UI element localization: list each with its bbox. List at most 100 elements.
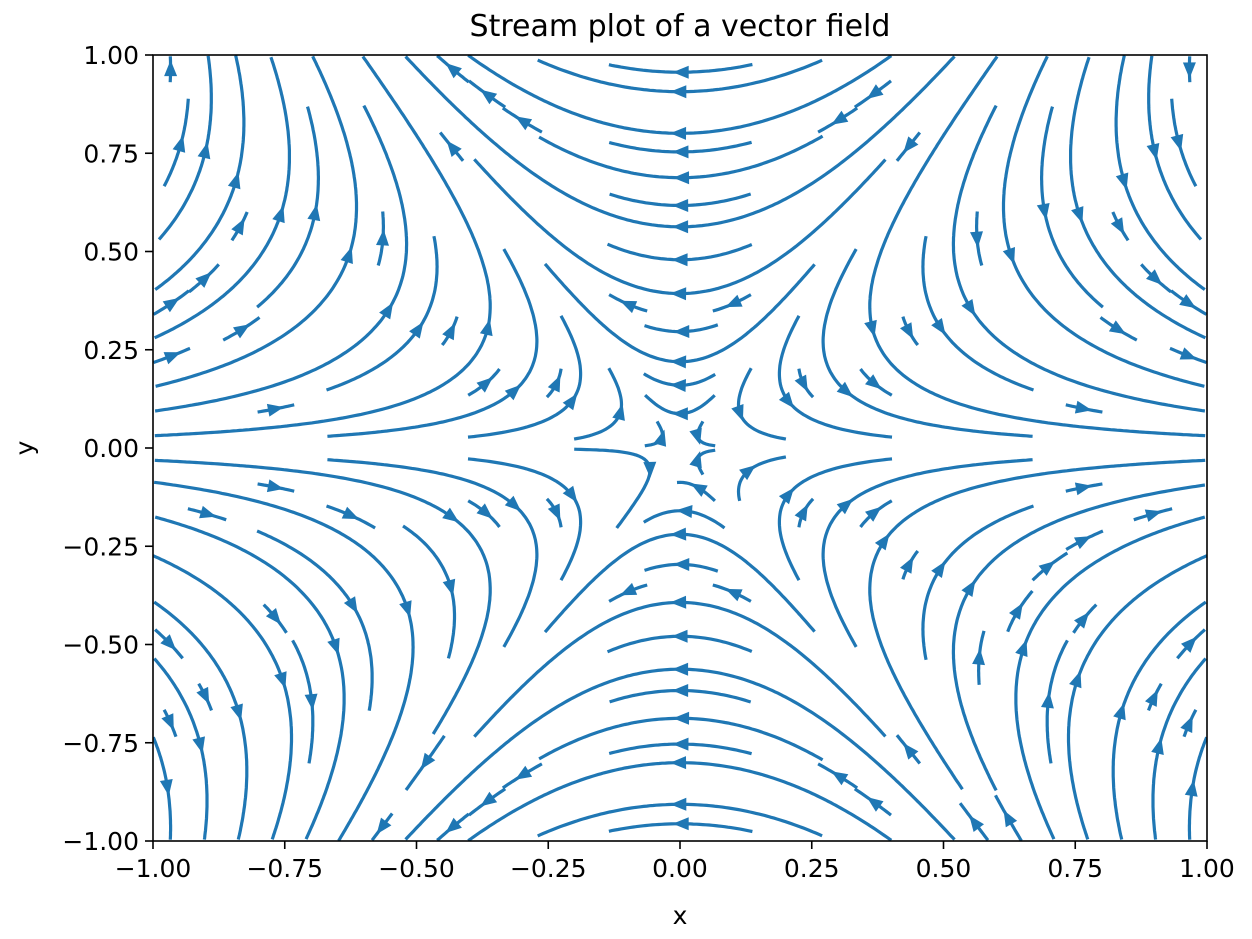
streamline-arrow: [867, 797, 884, 812]
streamline-arrow: [961, 580, 975, 597]
streamline-arrow: [643, 462, 656, 478]
y-tick-label: −0.50: [62, 631, 139, 660]
streamline-arrow: [548, 375, 561, 392]
streamline-arrow: [161, 713, 173, 730]
streamline: [870, 57, 1205, 436]
y-tick-label: −1.00: [62, 827, 139, 856]
streamline-arrow: [230, 704, 243, 721]
x-tick-label: −0.50: [378, 854, 455, 883]
streamline-arrow: [376, 229, 389, 245]
streamline: [739, 457, 786, 501]
streamline-arrow: [795, 504, 808, 521]
streamline-arrow: [1003, 247, 1015, 264]
streamline-arrow: [173, 136, 186, 153]
streamline-arrow: [961, 299, 975, 316]
streamline-arrow: [515, 116, 532, 130]
streamline-arrow: [1015, 640, 1027, 657]
x-tick-label: 0.75: [1047, 854, 1103, 883]
streamline-arrow: [670, 379, 686, 392]
x-tick-label: −1.00: [115, 854, 192, 883]
plot-frame: [153, 55, 1207, 841]
streamline-arrow: [1179, 294, 1196, 308]
streamline-arrow: [1180, 347, 1197, 359]
x-tick-label: 0.00: [652, 854, 708, 883]
streamline-arrow: [163, 298, 180, 312]
y-tick-label: 0.50: [83, 238, 139, 267]
x-tick-label: −0.75: [246, 854, 323, 883]
x-tick-label: 1.00: [1179, 854, 1235, 883]
streamline: [870, 460, 1205, 789]
streamline-arrow: [274, 671, 286, 688]
streamline-arrow: [164, 352, 181, 364]
streamline-arrow: [875, 534, 890, 551]
streamline-arrow: [480, 319, 493, 336]
streamline-arrow: [272, 206, 284, 223]
streamline-arrow: [673, 558, 689, 571]
streamline-arrow: [515, 766, 532, 780]
streamline-arrow: [670, 355, 686, 368]
streamline: [153, 556, 291, 840]
streamline-arrow: [672, 145, 688, 158]
streamline: [545, 264, 815, 362]
streamline-arrow: [867, 84, 884, 99]
streamline-arrow: [931, 318, 945, 335]
streamline-arrow: [1069, 671, 1081, 688]
streamline: [403, 526, 455, 658]
streamline-arrow: [344, 596, 358, 613]
streamline-arrow: [670, 85, 686, 98]
streamline-arrow: [196, 687, 209, 704]
streamline-arrow: [676, 505, 692, 518]
streamline: [1069, 556, 1207, 840]
streamline-arrow: [199, 506, 216, 518]
streamline-arrow: [1183, 62, 1196, 78]
streamline-arrow: [670, 596, 686, 609]
streamline-arrow: [670, 756, 686, 769]
streamline-arrow: [900, 557, 913, 574]
streamline-arrow: [672, 684, 688, 697]
streamline-arrow: [795, 375, 808, 392]
streamline-arrow: [900, 322, 913, 339]
streamline-arrow: [1145, 690, 1158, 707]
y-tick-label: 1.00: [83, 41, 139, 70]
streamline-arrow: [620, 583, 637, 595]
streamline-arrow: [379, 302, 393, 319]
y-tick-label: −0.75: [62, 729, 139, 758]
streamline-arrow: [725, 295, 742, 307]
streamline: [539, 136, 823, 178]
streamline-arrow: [1037, 203, 1050, 220]
streamline-arrow: [342, 507, 359, 519]
streamline: [406, 56, 955, 226]
streamline: [574, 449, 650, 528]
y-axis-label: y: [10, 440, 39, 455]
streamline: [155, 57, 490, 436]
streamline-arrow: [1109, 320, 1126, 334]
streamline-arrow: [1180, 716, 1192, 733]
streamline-arrow: [267, 479, 284, 492]
streamline-arrow: [307, 204, 320, 221]
streamline-arrow: [1071, 206, 1083, 223]
streamline-arrow: [399, 600, 411, 617]
streamline-arrow: [443, 579, 456, 596]
streamline-arrow: [548, 504, 561, 521]
streamline-arrow: [672, 407, 688, 420]
streamline-arrow: [1075, 483, 1092, 496]
streamline-arrow: [1113, 703, 1126, 720]
streamline-arrow: [673, 66, 689, 79]
streamline-arrow: [672, 630, 688, 643]
streamline-arrow: [164, 60, 177, 76]
y-tick-label: 0.75: [83, 139, 139, 168]
streamline-arrow: [691, 483, 708, 497]
streamline-arrow: [831, 111, 848, 125]
streamline-arrow: [673, 817, 689, 830]
streamline-arrow: [672, 738, 688, 751]
streamline-arrow: [779, 488, 794, 505]
streamline-arrow: [620, 301, 637, 313]
streamline-arrow: [670, 528, 686, 541]
streamline-arrow: [731, 404, 743, 421]
streamline-arrow: [689, 451, 701, 468]
streamline: [1004, 56, 1205, 386]
streamline-arrow: [1185, 780, 1198, 797]
y-tick-label: 0.00: [83, 434, 139, 463]
streamline: [538, 60, 822, 92]
